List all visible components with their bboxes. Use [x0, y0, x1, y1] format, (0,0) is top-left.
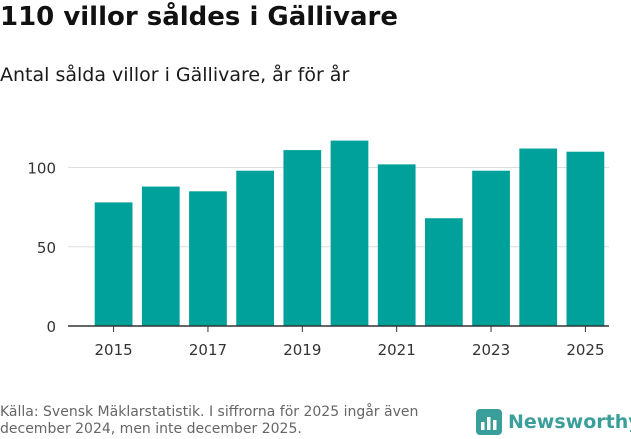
brand-name: Newsworthy	[508, 411, 631, 433]
bar-2020	[330, 140, 369, 326]
x-tick-label-2023: 2023	[472, 341, 510, 359]
x-tick-label-2015: 2015	[94, 341, 132, 359]
x-tick-label-2021: 2021	[378, 341, 416, 359]
x-tick-label-2019: 2019	[283, 341, 321, 359]
page-title: 110 villor såldes i Gällivare	[0, 2, 398, 32]
x-tick-label-2025: 2025	[566, 341, 604, 359]
bar-chart-icon	[476, 409, 502, 435]
bar-2015	[94, 202, 133, 326]
chart-subtitle: Antal sålda villor i Gällivare, år för å…	[0, 64, 350, 86]
bar-2019	[283, 150, 322, 326]
bar-2025	[566, 151, 605, 326]
x-tick-label-2017: 2017	[189, 341, 227, 359]
bar-2016	[141, 186, 180, 326]
bar-2018	[236, 170, 275, 326]
y-tick-label-50: 50	[37, 239, 56, 257]
bar-2021	[377, 164, 416, 326]
bar-2022	[424, 218, 463, 326]
bar-2023	[472, 170, 510, 326]
bar-2017	[189, 191, 227, 326]
bar-chart: 0 50 100 2015 2017 2019 2021 2023 2025	[27, 140, 609, 359]
y-tick-label-0: 0	[46, 318, 56, 336]
y-tick-label-100: 100	[27, 160, 56, 178]
bar-2024	[519, 148, 558, 326]
source-note: Källa: Svensk Mäklarstatistik. I siffror…	[0, 404, 419, 437]
brand-logo[interactable]: Newsworthy	[476, 406, 631, 438]
